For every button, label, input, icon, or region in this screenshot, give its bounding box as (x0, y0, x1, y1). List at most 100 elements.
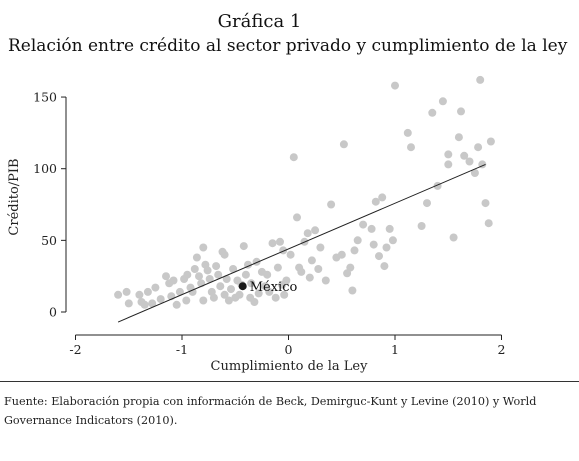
data-point (460, 151, 469, 160)
data-point (241, 270, 250, 279)
data-point (385, 224, 394, 233)
data-point (220, 250, 229, 259)
data-point (263, 270, 272, 279)
data-point (271, 293, 280, 302)
data-point (182, 296, 191, 305)
data-point (192, 253, 201, 262)
data-point (151, 283, 160, 292)
source-note: Fuente: Elaboración propia con informaci… (4, 395, 537, 427)
data-point (311, 226, 320, 235)
data-point (348, 286, 357, 295)
data-point (454, 133, 463, 142)
data-point (261, 282, 270, 291)
data-point (190, 265, 199, 273)
data-point (371, 197, 380, 206)
trend-line (117, 163, 486, 323)
data-point (203, 266, 212, 275)
chart-title: Gráfica 1 (217, 11, 302, 32)
data-point (367, 224, 376, 233)
data-point (353, 236, 362, 245)
x-tick-label: -1 (176, 342, 188, 357)
data-point (474, 143, 483, 152)
data-point (293, 213, 301, 222)
data-point (282, 276, 291, 285)
y-tick-label: 100 (33, 161, 57, 176)
data-point (229, 265, 238, 273)
data-point (305, 273, 314, 282)
y-tick-label: 0 (49, 305, 57, 320)
data-point (321, 276, 330, 285)
data-point (428, 108, 437, 117)
data-point (212, 262, 221, 271)
y-axis-label: Crédito/PIB (7, 158, 22, 235)
data-point (250, 298, 259, 306)
data-point (195, 272, 203, 281)
data-point (122, 287, 131, 296)
data-point (276, 237, 284, 246)
data-point (148, 299, 157, 308)
data-point (337, 250, 346, 259)
data-point (172, 300, 181, 309)
data-point (280, 290, 289, 299)
data-point (227, 285, 235, 294)
data-point (222, 275, 231, 283)
data-point (140, 300, 149, 309)
x-tick-label: 1 (391, 342, 399, 357)
data-point (183, 270, 192, 279)
data-point (205, 275, 214, 283)
data-point (273, 263, 282, 272)
y-tick-label: 50 (41, 233, 57, 248)
data-point (143, 287, 152, 296)
data-point (339, 140, 348, 149)
data-point (199, 296, 208, 305)
data-point (350, 246, 359, 255)
x-tick-label: 0 (285, 342, 293, 357)
x-axis-label: Cumplimiento de la Ley (211, 359, 369, 374)
data-point (444, 150, 453, 159)
data-point (380, 262, 389, 271)
data-point (286, 250, 295, 259)
data-point (457, 107, 465, 116)
data-point (314, 265, 323, 273)
data-point (156, 295, 165, 304)
data-point (268, 239, 277, 248)
data-point (235, 290, 244, 299)
highlight-label: México (250, 280, 298, 295)
data-point (214, 270, 223, 279)
data-point (169, 276, 178, 285)
data-point (216, 282, 225, 291)
data-point (484, 219, 493, 228)
data-point (481, 199, 490, 208)
data-point (188, 287, 197, 296)
data-point (407, 143, 415, 152)
data-point (476, 75, 485, 84)
data-point (220, 290, 229, 299)
data-point (265, 287, 274, 296)
data-point (417, 222, 426, 230)
data-point (135, 290, 144, 299)
x-tick-label: -2 (69, 342, 81, 357)
data-point (403, 128, 412, 137)
data-point (224, 296, 233, 305)
data-point (247, 279, 256, 288)
data-point (124, 299, 133, 308)
data-point (423, 199, 431, 208)
data-point (327, 200, 336, 209)
source-divider (0, 381, 579, 382)
data-point (114, 290, 123, 299)
data-point (382, 243, 391, 252)
data-point (486, 137, 495, 146)
data-point (438, 97, 447, 106)
x-tick-label: 2 (498, 342, 506, 357)
highlight-point (238, 282, 247, 291)
y-tick-label: 150 (33, 90, 57, 105)
data-point (303, 229, 312, 238)
data-point (175, 287, 184, 296)
data-point (209, 293, 218, 302)
data-point (465, 157, 474, 166)
data-point (239, 242, 248, 251)
data-point (470, 169, 479, 177)
data-point (378, 193, 387, 202)
data-point (297, 267, 306, 276)
data-point (199, 243, 208, 252)
